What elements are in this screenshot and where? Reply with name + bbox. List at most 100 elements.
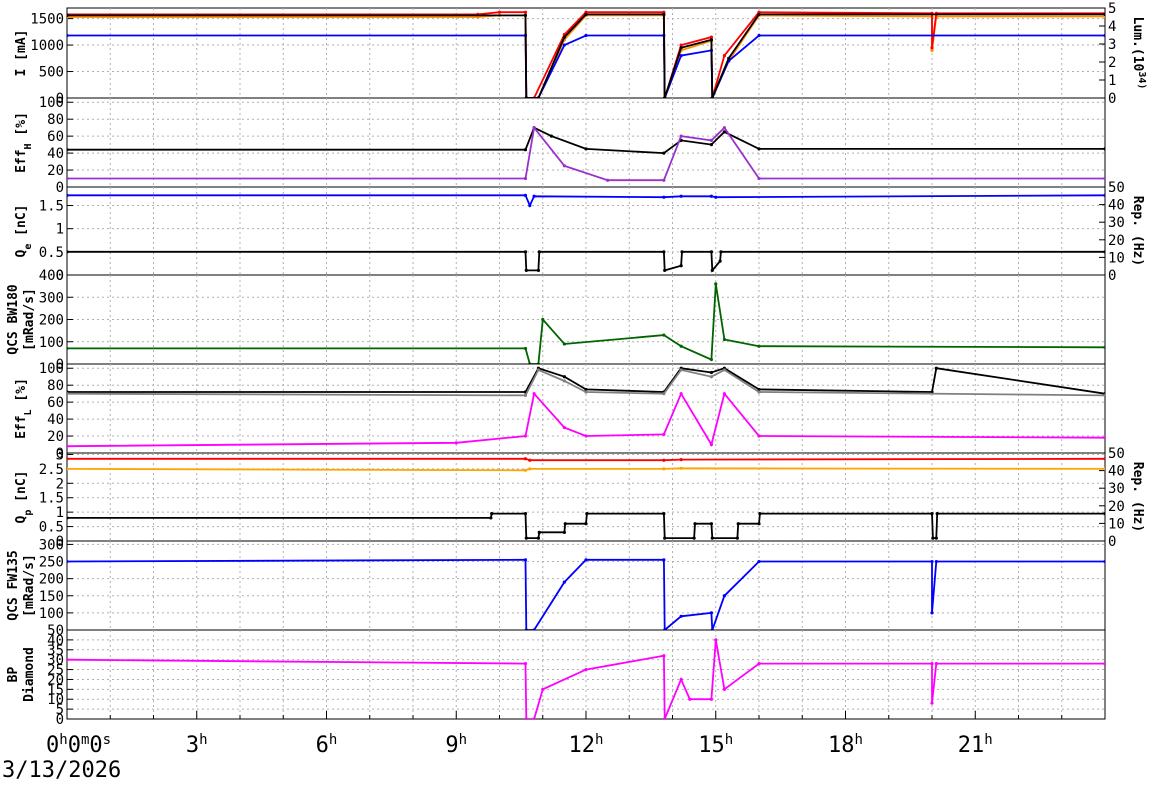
y-tick-label: 100 <box>39 361 64 377</box>
data-point <box>1103 33 1105 38</box>
data-point <box>537 250 541 254</box>
data-point <box>709 611 714 615</box>
data-point <box>679 54 683 58</box>
data-point <box>757 147 761 151</box>
data-point <box>662 178 666 182</box>
data-point <box>930 390 934 394</box>
y-axis-label: QCS FW135 <box>6 550 21 620</box>
data-point <box>67 516 69 520</box>
y-axis-label: Qp [nC] <box>14 471 34 524</box>
data-point <box>757 559 761 564</box>
data-point <box>537 530 541 534</box>
panel-effh <box>66 97 1106 188</box>
data-point <box>679 458 683 462</box>
data-point <box>679 194 683 198</box>
data-point <box>1103 393 1105 397</box>
panel-bp_diamond <box>66 629 1106 720</box>
data-point <box>1103 559 1105 564</box>
data-point <box>523 250 528 254</box>
data-point <box>709 143 714 147</box>
data-point <box>532 392 536 396</box>
right-tick-label: 30 <box>1108 481 1125 497</box>
panel-effl <box>66 363 1106 454</box>
data-point <box>679 134 683 138</box>
data-point <box>584 522 588 526</box>
data-point <box>1103 662 1105 666</box>
series-line-qp-0 <box>67 457 1105 462</box>
series-line-effl-2 <box>67 391 1105 448</box>
right-axis-label: Rep. (Hz) <box>1130 462 1145 532</box>
y-tick-label: 30 <box>47 653 64 669</box>
data-point <box>727 56 731 60</box>
data-point <box>563 522 567 526</box>
right-tick-label: 20 <box>1108 233 1125 249</box>
data-point <box>662 333 666 337</box>
data-point <box>709 375 714 379</box>
data-point <box>934 366 938 370</box>
y-tick-label: 200 <box>39 313 64 329</box>
data-point <box>709 138 714 142</box>
data-point <box>528 203 532 208</box>
right-tick-label: 0 <box>1108 268 1116 284</box>
y-tick-label: 50 <box>47 623 64 639</box>
y-tick-label: 0 <box>56 357 64 373</box>
data-point <box>663 268 667 272</box>
data-point <box>67 559 69 564</box>
y-tick-label: 40 <box>47 146 64 162</box>
y-tick-label: 250 <box>39 555 64 571</box>
data-point <box>679 43 683 47</box>
y-tick-label: 400 <box>39 268 64 284</box>
y-tick-label: 3 <box>56 447 64 463</box>
data-point <box>523 148 528 152</box>
y-tick-label: 1 <box>56 505 64 521</box>
y-tick-label: 0 <box>56 446 64 462</box>
x-tick-label: 12h <box>569 732 604 758</box>
right-tick-label: 40 <box>1108 464 1125 480</box>
data-point <box>688 697 692 701</box>
y-tick-label: 20 <box>47 163 64 179</box>
date-label: 3/13/2026 <box>2 758 121 782</box>
data-point <box>1103 147 1105 151</box>
data-point <box>757 662 761 666</box>
data-point <box>562 375 566 379</box>
data-point <box>934 559 938 564</box>
data-point <box>930 559 934 564</box>
x-tick-label: 21h <box>958 732 993 758</box>
data-point <box>528 467 532 471</box>
data-point <box>714 282 718 286</box>
y-tick-label: 300 <box>39 290 64 306</box>
y-tick-label: 40 <box>47 412 64 428</box>
data-point <box>709 35 714 39</box>
y-tick-label: 10 <box>47 692 64 708</box>
data-point <box>67 658 69 662</box>
y-tick-label: 100 <box>39 95 64 111</box>
data-point <box>524 717 528 719</box>
data-point <box>930 511 934 516</box>
data-point <box>709 38 714 42</box>
right-tick-label: 10 <box>1108 516 1125 532</box>
data-point <box>584 387 588 392</box>
data-point <box>562 342 566 346</box>
y-tick-label: 0.5 <box>39 520 64 536</box>
data-point <box>709 370 714 375</box>
data-point <box>1103 467 1105 471</box>
data-point <box>541 687 545 691</box>
data-point <box>1103 345 1105 349</box>
y-axis-label: Diamond <box>22 647 37 702</box>
data-point <box>523 10 528 14</box>
data-point <box>710 536 714 540</box>
data-point <box>523 393 528 397</box>
data-point <box>662 392 666 396</box>
data-point <box>709 522 714 526</box>
data-point <box>523 13 528 18</box>
data-point <box>523 434 528 438</box>
x-tick-label: 6h <box>316 732 338 758</box>
y-tick-label: 0 <box>56 534 64 550</box>
data-point <box>679 392 683 396</box>
y-tick-label: 0 <box>56 91 64 107</box>
panel-qcs_bw <box>66 274 1106 365</box>
data-point <box>67 250 69 254</box>
right-tick-label: 20 <box>1108 499 1125 515</box>
right-tick-label: 2 <box>1108 55 1116 71</box>
data-point <box>757 522 761 526</box>
